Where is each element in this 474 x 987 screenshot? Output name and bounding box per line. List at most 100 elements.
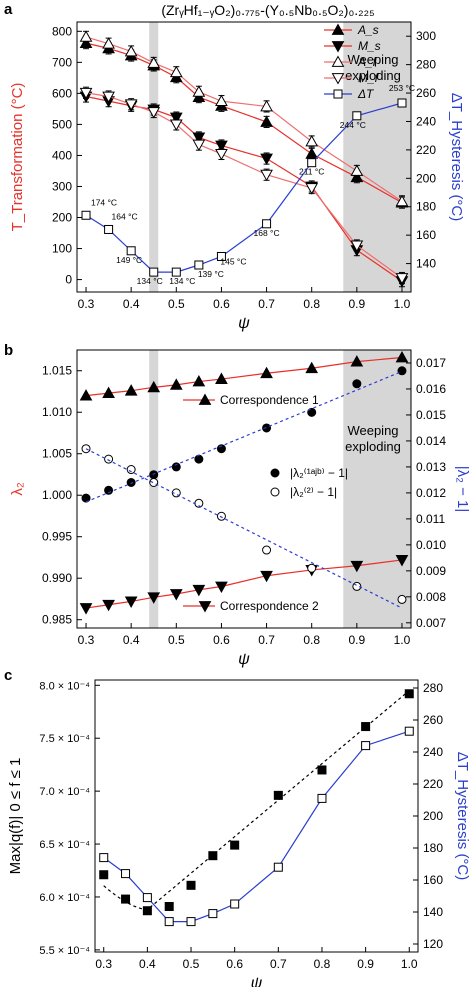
y-right-tick-label: 140 xyxy=(416,257,436,271)
point-ΔT xyxy=(99,853,109,863)
plot-frame xyxy=(76,21,412,293)
point-|λ₂⁽²⁾ − 1| xyxy=(104,454,114,464)
point-A_f xyxy=(102,37,115,49)
point-ΔT xyxy=(126,246,136,256)
y-right-tick-label: 160 xyxy=(416,228,436,242)
legend-label: Correspondence 1 xyxy=(220,393,319,407)
point-Max|q(f)| xyxy=(361,722,371,732)
point-Correspondence 2 xyxy=(79,603,93,615)
point-Correspondence 2 xyxy=(169,589,183,601)
point-Correspondence 1 xyxy=(192,375,206,387)
x-tick-label: 1.0 xyxy=(394,633,411,647)
point-ΔT xyxy=(352,111,362,121)
point-|λ₂⁽²⁾ − 1| xyxy=(149,478,159,488)
y-left-tick-label: 6.5 × 10⁻⁴ xyxy=(39,839,90,851)
y-left-axis-label: λ₂ xyxy=(9,482,26,496)
point-M_s xyxy=(215,140,228,153)
point-Correspondence 2 xyxy=(215,581,228,594)
y-right-tick-label: 240 xyxy=(416,114,436,128)
point-M_f xyxy=(79,87,93,100)
legend-marker xyxy=(198,601,212,613)
y-right-tick-label: 0.009 xyxy=(416,564,446,578)
legend-marker xyxy=(270,487,280,497)
point-Max|q(f)| xyxy=(404,689,414,699)
point-Max|q(f)| xyxy=(273,790,283,800)
y-left-tick-label: 800 xyxy=(52,24,72,38)
point-|λ₂⁽²⁾ − 1| xyxy=(126,465,136,475)
point-label: 253 °C xyxy=(389,83,415,93)
y-left-tick-label: 100 xyxy=(52,242,72,256)
y-left-axis-label: Max|q(f)| 0 ≤ f ≤ 1 xyxy=(7,758,24,875)
point-|λ₂⁽²⁾ − 1| xyxy=(307,563,317,573)
legend-label: A_s xyxy=(357,23,379,37)
y-left-tick-label: 7.5 × 10⁻⁴ xyxy=(39,733,90,745)
y-right-tick-label: 260 xyxy=(423,713,443,727)
x-tick-label: 0.3 xyxy=(95,957,112,971)
x-tick-label: 0.4 xyxy=(123,297,140,311)
y-right-tick-label: 220 xyxy=(416,143,436,157)
y-left-tick-label: 0.995 xyxy=(42,530,72,544)
point-ΔT xyxy=(216,251,226,261)
y-left-tick-label: 200 xyxy=(52,211,72,225)
y-right-tick-label: 0.016 xyxy=(416,382,446,396)
point-label: 134 °C xyxy=(137,276,163,286)
point-label: 168 °C xyxy=(254,228,280,238)
y-left-tick-label: 6.0 × 10⁻⁴ xyxy=(39,892,90,904)
point-Correspondence 1 xyxy=(305,361,319,374)
point-Correspondence 1 xyxy=(395,350,409,363)
point-|λ₂⁽²⁾ − 1| xyxy=(216,511,226,521)
point-label: 139 °C xyxy=(198,269,224,279)
point-Correspondence 1 xyxy=(102,386,115,399)
legend-label: ΔT xyxy=(357,87,375,101)
figure-title: (ZrᵧHf₁₋ᵧO₂)₀.₇₇₅-(Y₀.₅Nb₀.₅O₂)₀.₂₂₅ xyxy=(161,2,374,18)
point-ΔT xyxy=(230,899,240,909)
y-right-axis-label: ΔT_Hysteresis (°C) xyxy=(448,93,465,222)
point-M_f xyxy=(192,139,206,152)
point-Max|q(f)| xyxy=(208,851,218,861)
panel-label-b: b xyxy=(4,342,13,359)
point-ΔT xyxy=(164,917,174,927)
point-ΔT xyxy=(307,158,317,168)
y-right-tick-label: 180 xyxy=(416,200,436,214)
point-M_f xyxy=(147,107,161,119)
point-A_f xyxy=(124,44,138,57)
point-A_f xyxy=(215,94,228,107)
point-Correspondence 1 xyxy=(260,366,273,379)
point-Max|q(f)| xyxy=(142,906,152,916)
point-label: 164 °C xyxy=(112,211,138,221)
plot-frame xyxy=(76,349,412,629)
y-right-tick-label: 120 xyxy=(423,937,443,951)
legend-label: M_s xyxy=(358,39,381,53)
y-left-tick-label: 8.0 × 10⁻⁴ xyxy=(39,680,90,692)
point-M_s xyxy=(192,132,206,144)
x-tick-label: 0.9 xyxy=(357,957,374,971)
y-right-tick-label: 0.010 xyxy=(416,538,446,552)
y-right-axis-label: ΔT_Hysteresis (°C) xyxy=(454,752,471,881)
y-left-tick-label: 0.985 xyxy=(42,613,72,627)
y-right-tick-label: 220 xyxy=(423,777,443,791)
point-Max|q(f)| xyxy=(99,870,109,880)
point-ΔT xyxy=(262,219,272,229)
point-Correspondence 2 xyxy=(192,584,206,597)
y-right-tick-label: 240 xyxy=(423,745,443,759)
point-|λ₂⁽¹ᵃʲᵇ⁾ − 1| xyxy=(126,478,136,488)
point-A_f xyxy=(169,65,183,78)
legend-marker xyxy=(331,41,345,53)
legend-marker xyxy=(270,468,280,478)
gray-band-transition xyxy=(149,22,159,292)
panel-label-c: c xyxy=(4,667,12,684)
x-tick-label: 0.4 xyxy=(123,633,140,647)
y-right-tick-label: 200 xyxy=(423,809,443,823)
point-A_f xyxy=(260,99,273,112)
point-M_f xyxy=(350,240,364,252)
point-M_f xyxy=(124,99,138,111)
x-tick-label: 0.3 xyxy=(78,297,95,311)
point-|λ₂⁽¹ᵃʲᵇ⁾ − 1| xyxy=(194,454,204,464)
y-right-tick-label: 300 xyxy=(416,29,436,43)
point-Correspondence 1 xyxy=(124,384,138,396)
point-Max|q(f)| xyxy=(186,880,196,890)
point-Correspondence 1 xyxy=(79,389,93,401)
x-axis-label: ψ xyxy=(238,315,250,332)
point-Correspondence 2 xyxy=(102,599,115,612)
